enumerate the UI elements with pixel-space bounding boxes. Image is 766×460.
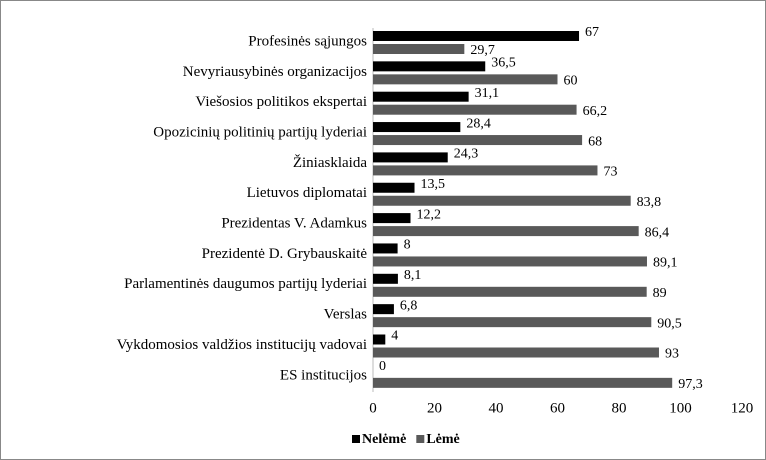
value-label: 89 (653, 286, 667, 301)
value-label: 13,5 (421, 177, 446, 192)
bar (373, 256, 647, 267)
y-tick-label: Verslas (324, 307, 367, 323)
x-tick-label: 0 (369, 400, 377, 416)
y-tick-label: ES institucijos (280, 367, 367, 383)
value-label: 4 (391, 329, 398, 344)
y-tick-label: Prezidentas V. Adamkus (221, 216, 367, 232)
value-label: 6,8 (400, 298, 418, 313)
value-label: 97,3 (678, 377, 703, 392)
x-tick-label: 100 (669, 400, 692, 416)
value-label: 66,2 (583, 104, 608, 119)
value-label: 90,5 (657, 316, 682, 331)
value-label: 8 (404, 238, 411, 253)
bar (373, 31, 580, 41)
bar (373, 91, 469, 102)
value-label: 68 (588, 134, 602, 149)
bar (373, 135, 583, 146)
bar (373, 334, 386, 345)
value-label: 8,1 (404, 268, 422, 283)
value-label: 36,5 (491, 56, 516, 71)
bar (373, 273, 398, 284)
legend-label: Nelėmė (362, 432, 406, 447)
bar (373, 61, 486, 72)
y-tick-label: Vykdomosios valdžios institucijų vadovai (117, 337, 367, 353)
x-tick-label: 60 (550, 400, 565, 416)
legend-label: Lėmė (426, 432, 459, 447)
y-tick-label: Opozicinių politinių partijų lyderiai (153, 124, 367, 140)
bar (373, 182, 415, 193)
value-label: 67 (585, 25, 599, 40)
y-tick-label: Prezidentė D. Grybauskaitė (202, 246, 368, 262)
value-label: 28,4 (466, 116, 491, 131)
value-label: 89,1 (653, 256, 678, 271)
bar (373, 347, 659, 358)
bar (373, 165, 598, 176)
bar (373, 213, 411, 224)
bar (373, 304, 394, 315)
value-label: 12,2 (417, 207, 442, 222)
bar (373, 152, 448, 163)
value-label: 29,7 (470, 43, 495, 58)
bar (373, 317, 652, 328)
x-tick-label: 40 (489, 400, 504, 416)
bar (373, 74, 558, 85)
y-tick-label: Nevyriausybinės organizacijos (183, 64, 367, 80)
value-label: 93 (665, 347, 679, 362)
value-label: 0 (379, 359, 386, 374)
value-label: 86,4 (645, 225, 670, 240)
bar (373, 226, 639, 237)
bar (373, 195, 631, 206)
value-label: 83,8 (637, 195, 662, 210)
bar (373, 286, 647, 297)
bar (373, 44, 465, 54)
bar (373, 243, 398, 254)
value-label: 73 (603, 165, 617, 180)
x-tick-label: 80 (612, 400, 627, 416)
value-label: 24,3 (454, 147, 479, 162)
x-tick-label: 20 (427, 400, 442, 416)
y-tick-label: Viešosios politikos ekspertai (195, 94, 367, 110)
y-tick-label: Profesinės sąjungos (248, 33, 367, 49)
bar (373, 104, 577, 115)
y-tick-label: Žiniasklaida (293, 154, 367, 171)
x-tick-label: 120 (731, 400, 754, 416)
bar (373, 122, 461, 133)
value-label: 60 (564, 74, 578, 89)
y-tick-label: Parlamentinės daugumos partijų lyderiai (124, 276, 367, 292)
y-tick-label: Lietuvos diplomatai (247, 185, 367, 201)
bar (373, 377, 673, 388)
value-label: 31,1 (475, 86, 500, 101)
legend-swatch (416, 435, 425, 443)
legend-swatch (352, 435, 360, 443)
